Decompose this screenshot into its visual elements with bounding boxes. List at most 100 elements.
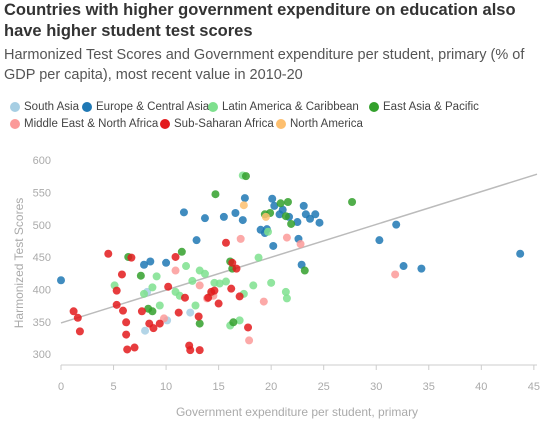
point	[311, 210, 320, 219]
point	[227, 284, 236, 293]
point	[221, 277, 230, 286]
point	[293, 218, 302, 227]
point	[117, 270, 126, 279]
point	[210, 286, 219, 295]
point	[188, 276, 197, 285]
point	[214, 299, 223, 308]
y-tick-label: 500	[33, 220, 51, 232]
point	[281, 212, 290, 221]
y-tick-label: 600	[33, 155, 51, 167]
y-tick-label: 450	[33, 252, 51, 264]
point	[283, 197, 292, 206]
point	[215, 279, 224, 288]
legend-label: Europe & Central Asia	[96, 101, 210, 113]
point	[236, 234, 245, 243]
point	[130, 343, 139, 352]
point	[148, 283, 157, 292]
point	[57, 276, 65, 285]
point	[136, 271, 145, 280]
point	[182, 262, 191, 271]
point	[299, 201, 308, 210]
point	[219, 212, 228, 221]
point	[140, 289, 149, 298]
point	[177, 247, 186, 256]
point	[282, 294, 291, 303]
point	[235, 292, 244, 301]
point	[155, 319, 164, 328]
legend-marker	[82, 102, 92, 112]
chart-title: Countries with higher government expendi…	[4, 1, 516, 40]
point	[228, 258, 237, 267]
point	[192, 236, 201, 245]
point	[195, 281, 204, 290]
x-axis-label: Government expenditure per student, prim…	[176, 405, 418, 419]
legend-marker	[208, 102, 218, 112]
point	[149, 324, 158, 333]
point	[141, 326, 150, 335]
point	[348, 197, 357, 206]
point	[232, 264, 241, 273]
point	[148, 307, 157, 316]
legend-marker	[10, 102, 20, 112]
point	[282, 233, 291, 242]
point	[238, 216, 247, 225]
x-tick-label: 10	[160, 381, 172, 393]
point	[194, 312, 203, 321]
legend-label: Latin America & Caribbean	[222, 101, 359, 113]
point	[264, 227, 273, 236]
point	[104, 249, 113, 258]
point	[245, 336, 254, 345]
y-tick-label: 400	[33, 285, 51, 297]
point	[200, 214, 209, 223]
point	[281, 287, 290, 296]
point	[75, 327, 84, 336]
point	[229, 318, 238, 327]
point	[391, 270, 400, 279]
point	[179, 208, 188, 217]
point	[296, 240, 305, 249]
point	[254, 253, 263, 262]
point	[137, 307, 146, 316]
point	[261, 212, 270, 221]
point	[127, 253, 136, 262]
y-tick-label: 550	[33, 187, 51, 199]
legend-marker	[369, 102, 379, 112]
x-tick-label: 25	[318, 381, 330, 393]
x-tick-label: 30	[370, 381, 382, 393]
y-tick-label: 300	[33, 349, 51, 361]
x-tick-label: 5	[110, 381, 116, 393]
point	[69, 307, 78, 316]
point	[392, 220, 401, 229]
legend-label: Sub-Saharan Africa	[174, 118, 274, 130]
point	[306, 214, 315, 223]
point	[164, 282, 173, 291]
point	[239, 201, 248, 210]
point	[155, 301, 164, 310]
legend-label: North America	[290, 118, 363, 130]
point	[268, 194, 277, 203]
point	[112, 286, 121, 295]
point	[231, 208, 240, 217]
point	[287, 219, 296, 228]
point	[241, 172, 250, 181]
legend-marker	[160, 119, 170, 129]
point	[399, 262, 408, 271]
point	[516, 249, 525, 258]
point	[270, 201, 279, 210]
chart-subtitle: Harmonized Test Scores and Government ex…	[4, 47, 525, 83]
point	[174, 308, 183, 317]
point	[300, 266, 309, 275]
y-axis-label: Harmonized Test Scores	[12, 198, 26, 329]
point	[118, 306, 127, 315]
point	[195, 319, 204, 328]
point	[249, 281, 258, 290]
point	[140, 260, 149, 269]
point	[186, 346, 195, 355]
point	[235, 316, 244, 325]
point	[112, 300, 121, 309]
point	[162, 258, 171, 267]
x-tick-label: 40	[475, 381, 487, 393]
point	[180, 293, 189, 302]
